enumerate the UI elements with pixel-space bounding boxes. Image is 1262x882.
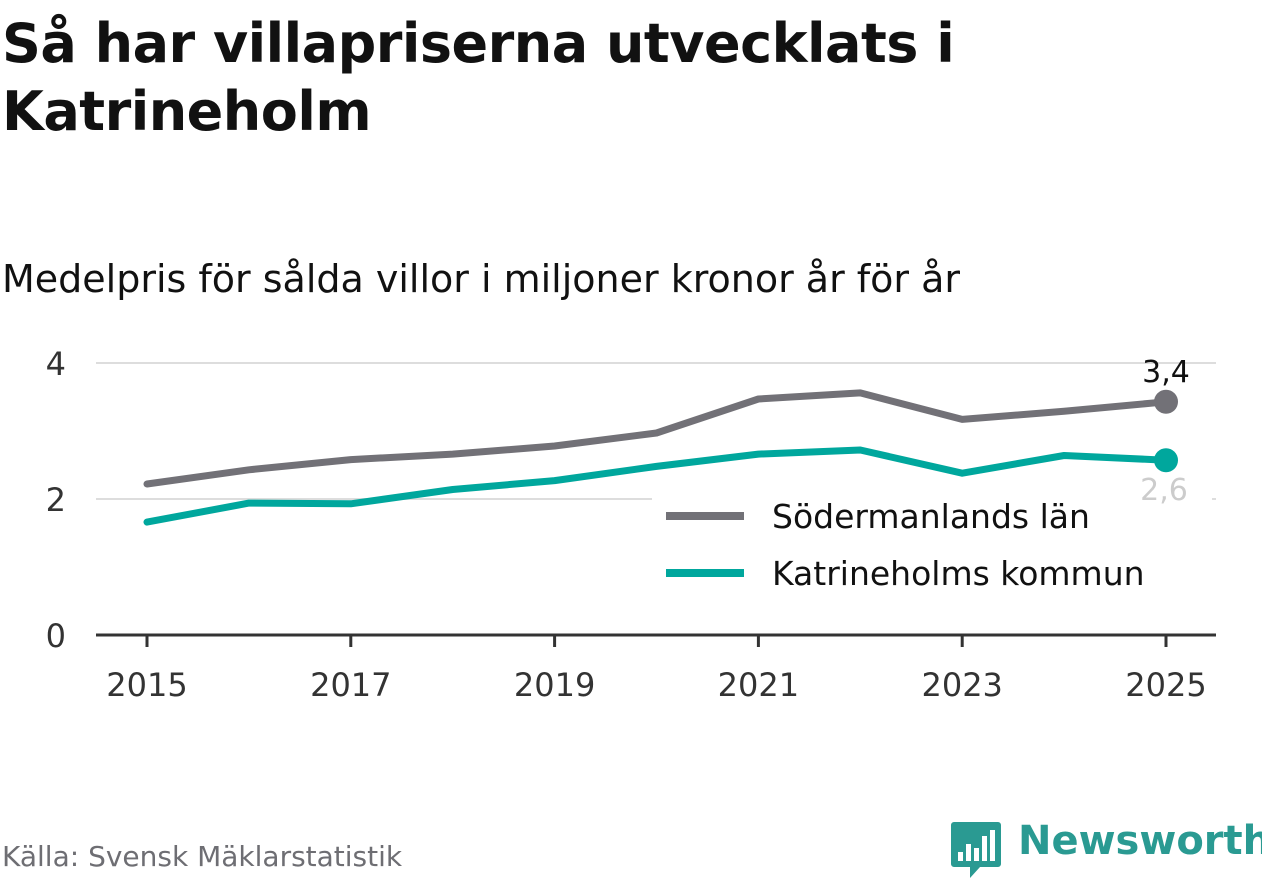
chart-title: Så har villapriserna utvecklats i Katrin…	[2, 12, 955, 143]
end-value-label-2: 2,6	[1140, 473, 1188, 508]
newsworthy-logo: Newsworthy	[950, 818, 1262, 878]
legend-label-2: Katrineholms kommun	[772, 554, 1145, 593]
legend-background	[652, 494, 1212, 604]
bar-chart-speech-bubble-icon	[951, 822, 1001, 878]
y-tick-label-0: 0	[46, 617, 66, 655]
x-tick-label-2015: 2015	[106, 666, 187, 704]
brand-name: Newsworthy	[1018, 818, 1262, 864]
x-tick-label-2025: 2025	[1125, 666, 1206, 704]
end-value-label-1: 3,4	[1142, 355, 1190, 390]
series-lines	[143, 389, 1178, 526]
y-tick-label-2: 2	[46, 481, 66, 519]
x-tick-label-2017: 2017	[310, 666, 391, 704]
series-line-2	[143, 446, 1170, 526]
axes: 0 2 4 2015 2017 2019 2021 2023 2025	[46, 345, 1216, 704]
legend: Södermanlands län Katrineholms kommun 3,4 2…	[652, 355, 1212, 604]
source-note: Källa: Svensk Mäklarstatistik	[2, 840, 403, 873]
x-tick-label-2021: 2021	[718, 666, 799, 704]
x-tick-label-2023: 2023	[921, 666, 1002, 704]
y-tick-label-4: 4	[46, 345, 66, 383]
series-line-1	[143, 389, 1170, 488]
series-end-marker-2	[1154, 448, 1178, 473]
legend-label-1: Södermanlands län	[772, 497, 1090, 536]
x-tick-label-2019: 2019	[514, 666, 595, 704]
series-end-marker-1	[1154, 389, 1178, 414]
chart-subtitle: Medelpris för sålda villor i miljoner kr…	[2, 257, 961, 301]
